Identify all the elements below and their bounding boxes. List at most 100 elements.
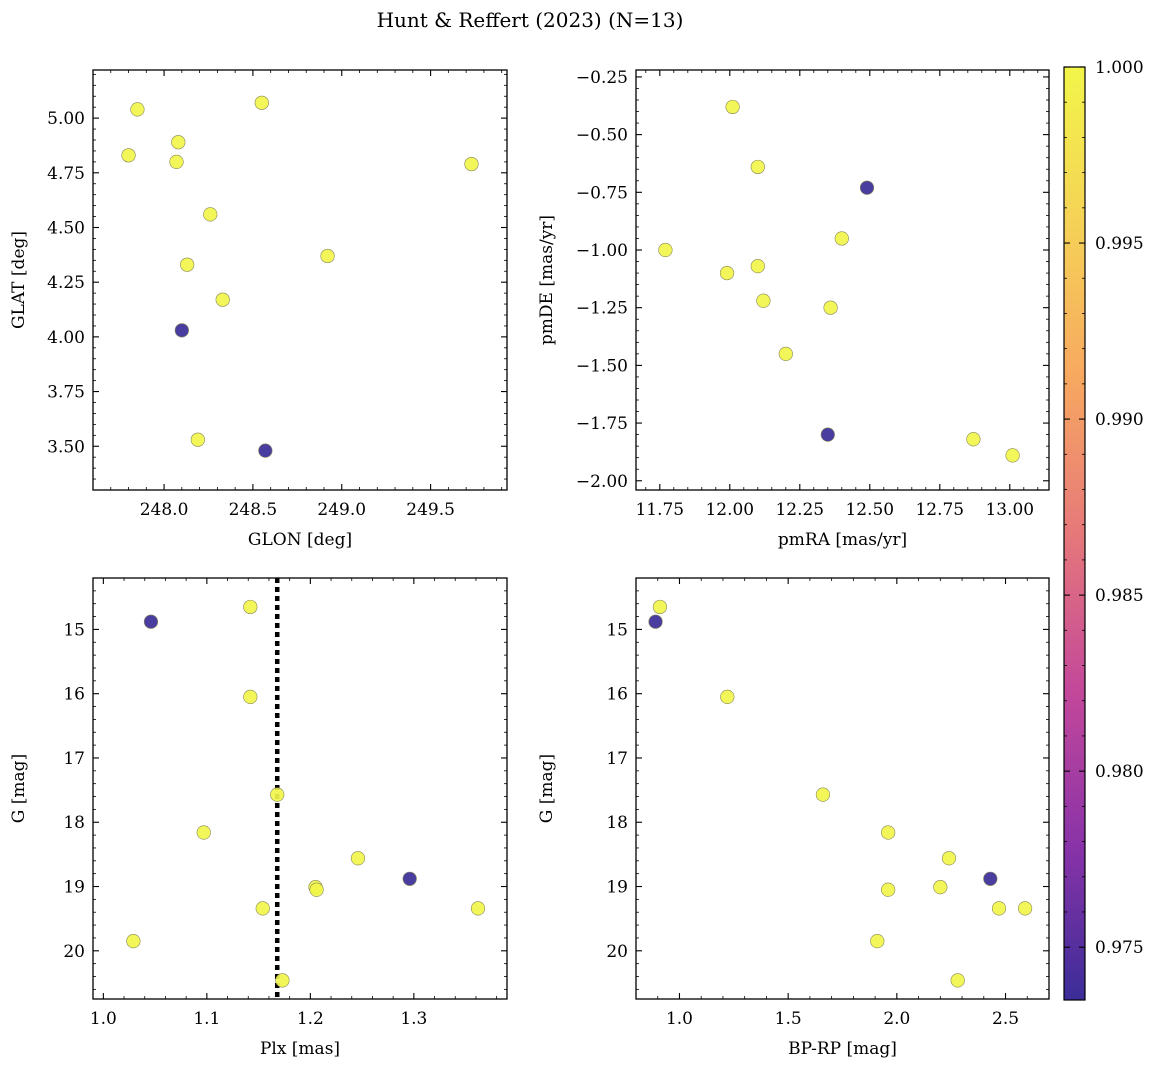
y-tick-label: 4.50 (47, 219, 85, 239)
y-tick-label: 18 (63, 813, 85, 833)
y-tick-label: 4.75 (47, 164, 85, 184)
y-tick-label: 17 (63, 749, 85, 769)
y-axis-label: GLAT [deg] (9, 231, 29, 329)
y-tick-label: 3.50 (47, 437, 85, 457)
data-point (756, 293, 771, 308)
x-tick-label: 1.5 (775, 1009, 802, 1029)
data-point (719, 265, 735, 281)
colorbar-tick-label: 0.990 (1095, 410, 1144, 430)
x-tick-label: 12.00 (705, 500, 754, 520)
x-tick-label: 1.0 (666, 1009, 693, 1029)
data-point (126, 934, 141, 949)
data-point (778, 346, 793, 361)
data-point (464, 156, 479, 172)
data-point (254, 95, 269, 110)
y-axis-label: G [mag] (9, 754, 29, 823)
data-point (309, 882, 324, 897)
data-point (130, 102, 145, 117)
x-tick-label: 13.00 (985, 500, 1034, 520)
y-tick-label: −1.75 (576, 414, 628, 434)
y-tick-label: 20 (63, 942, 85, 962)
y-tick-label: 16 (63, 685, 85, 705)
data-point (720, 689, 735, 705)
colorbar: 0.975 0.980 0.985 0.990 0.995 1.000 (1063, 58, 1144, 1001)
data-point (243, 599, 258, 615)
y-tick-label: 19 (606, 878, 628, 898)
y-tick-label: 4.25 (47, 273, 85, 293)
data-point (174, 323, 189, 338)
data-point (652, 599, 668, 615)
data-point (190, 432, 205, 447)
axes-frame (92, 577, 508, 1000)
x-axis-label: pmRA [mas/yr] (778, 530, 907, 550)
data-point (320, 248, 335, 264)
colorbar-tick-label: 0.975 (1095, 938, 1144, 958)
x-tick-label: 248.0 (140, 500, 189, 520)
data-point (470, 901, 486, 916)
data-point (121, 148, 136, 163)
axes-frame (635, 69, 1050, 491)
axes-frame (92, 69, 508, 491)
data-point (1005, 448, 1020, 463)
data-point (933, 880, 948, 895)
data-point (881, 825, 896, 840)
data-point (941, 851, 957, 866)
y-tick-label: −1.00 (576, 241, 628, 261)
y-tick-label: 15 (63, 620, 85, 640)
x-tick-label: 1.2 (297, 1009, 324, 1029)
data-point (658, 242, 673, 258)
data-point (169, 154, 184, 169)
y-axis-label: pmDE [mas/yr] (537, 215, 557, 345)
data-point (991, 901, 1007, 916)
data-point (255, 901, 270, 916)
axes-frame (635, 577, 1050, 1000)
data-point (258, 443, 273, 458)
panel-plx-g: 1.0 1.1 1.2 1.3 15 16 17 18 19 20 Plx [mas] G [mag] (9, 577, 508, 1059)
panel-pmra-pmde: 11.75 12.00 12.25 12.50 12.75 13.00 −2.00 −1.75… (537, 68, 1050, 550)
data-point (171, 135, 186, 150)
y-tick-label: 16 (606, 685, 628, 705)
data-point (215, 292, 230, 307)
colorbar-gradient (1063, 66, 1086, 1001)
x-tick-label: 248.5 (229, 500, 278, 520)
data-point (275, 973, 290, 988)
x-axis-label: Plx [mas] (260, 1039, 340, 1059)
x-tick-label: 12.75 (915, 500, 964, 520)
y-tick-label: −2.00 (576, 472, 628, 492)
data-point (983, 871, 998, 886)
data-point (750, 259, 765, 274)
data-point (834, 231, 849, 246)
data-point (203, 207, 218, 222)
data-point (966, 432, 981, 447)
y-tick-label: 17 (606, 749, 628, 769)
data-point (725, 99, 740, 115)
y-axis-label: G [mag] (537, 754, 557, 823)
x-tick-label: 1.3 (400, 1009, 427, 1029)
figure-title: Hunt & Reffert (2023) (N=13) (377, 8, 684, 32)
panel-glon-glat: 248.0 248.5 249.0 249.5 3.50 3.75 4.00 4.25 4.50… (9, 69, 508, 550)
data-point (823, 300, 838, 315)
x-tick-label: 249.5 (406, 500, 455, 520)
x-tick-label: 1.0 (90, 1009, 117, 1029)
y-tick-label: −0.25 (576, 68, 628, 88)
data-point (350, 851, 366, 866)
data-point (402, 871, 417, 886)
colorbar-tick-label: 0.995 (1095, 234, 1144, 254)
x-axis-label: GLON [deg] (248, 530, 352, 550)
x-tick-label: 2.5 (992, 1009, 1019, 1029)
y-tick-label: −0.50 (576, 126, 628, 146)
y-tick-label: 3.75 (47, 383, 85, 403)
data-point (820, 427, 835, 442)
data-point (881, 882, 896, 897)
data-point (870, 934, 885, 949)
x-axis-label: BP-RP [mag] (788, 1039, 897, 1059)
data-point (180, 257, 195, 272)
x-tick-label: 1.1 (193, 1009, 220, 1029)
data-point (143, 614, 159, 629)
data-point (243, 689, 258, 705)
x-tick-label: 2.0 (883, 1009, 910, 1029)
colorbar-tick-label: 1.000 (1095, 58, 1144, 78)
data-point (196, 825, 211, 840)
x-tick-label: 12.50 (845, 500, 894, 520)
y-tick-label: −1.50 (576, 356, 628, 376)
